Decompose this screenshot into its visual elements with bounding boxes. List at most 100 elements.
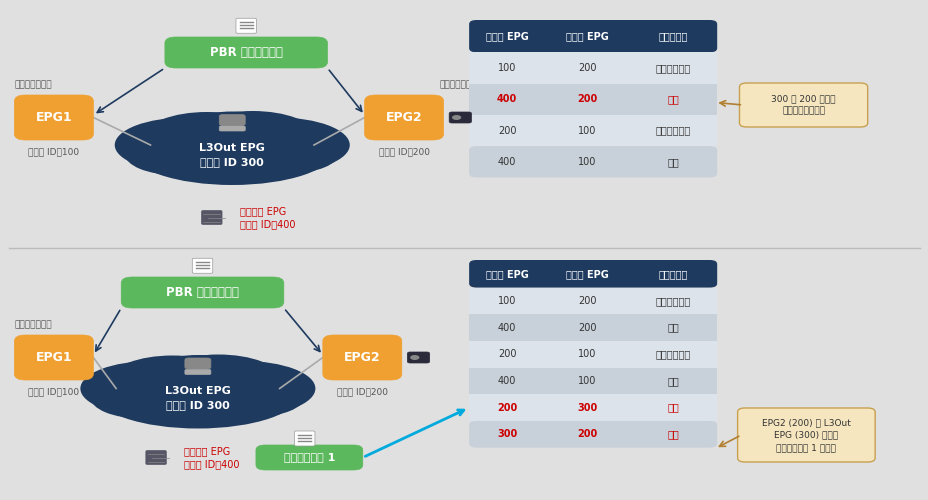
Text: 送信元 EPG: 送信元 EPG (485, 31, 528, 41)
Text: EPG1: EPG1 (35, 111, 72, 124)
Ellipse shape (145, 112, 267, 160)
FancyBboxPatch shape (469, 421, 716, 448)
FancyBboxPatch shape (469, 52, 716, 84)
Text: 300: 300 (496, 430, 517, 440)
Text: 100: 100 (577, 349, 596, 359)
Text: 200: 200 (576, 94, 597, 104)
Text: 接続先 EPG: 接続先 EPG (565, 269, 608, 279)
Text: アクション: アクション (658, 31, 687, 41)
FancyBboxPatch shape (256, 445, 362, 470)
Text: コンシューマー: コンシューマー (15, 320, 52, 329)
Text: PBR コントラクト: PBR コントラクト (166, 286, 238, 299)
FancyBboxPatch shape (121, 277, 284, 308)
Text: 送信元 EPG: 送信元 EPG (485, 269, 528, 279)
Text: 400: 400 (496, 94, 517, 104)
Ellipse shape (80, 361, 223, 416)
FancyBboxPatch shape (294, 431, 315, 446)
FancyBboxPatch shape (15, 335, 93, 380)
FancyBboxPatch shape (236, 18, 256, 33)
FancyBboxPatch shape (469, 20, 716, 52)
FancyBboxPatch shape (469, 394, 716, 421)
FancyBboxPatch shape (192, 258, 213, 273)
Text: EPG2 (200) と L3Out
EPG (300) の間に
コントラクト 1 を追加: EPG2 (200) と L3Out EPG (300) の間に コントラクト … (761, 418, 850, 452)
Text: 100: 100 (577, 376, 596, 386)
FancyBboxPatch shape (201, 210, 222, 224)
FancyBboxPatch shape (364, 95, 444, 140)
Text: コンシューマー: コンシューマー (15, 80, 52, 89)
Text: 300: 300 (576, 402, 597, 412)
Text: 300 と 200 の間の
許可ルールがない: 300 と 200 の間の 許可ルールがない (770, 94, 835, 116)
FancyBboxPatch shape (219, 114, 245, 126)
Ellipse shape (237, 132, 339, 173)
Text: 許可: 許可 (666, 157, 678, 167)
Text: 100: 100 (497, 296, 516, 306)
Text: 400: 400 (497, 157, 516, 167)
Text: クラス ID：200: クラス ID：200 (379, 148, 429, 156)
FancyBboxPatch shape (15, 95, 93, 140)
Text: PBR コントラクト: PBR コントラクト (210, 46, 282, 59)
Text: 200: 200 (577, 296, 596, 306)
Ellipse shape (410, 355, 419, 360)
Ellipse shape (202, 375, 304, 417)
FancyBboxPatch shape (219, 126, 245, 131)
FancyBboxPatch shape (737, 408, 874, 462)
Ellipse shape (141, 355, 254, 400)
Text: サービス EPG
クラス ID：400: サービス EPG クラス ID：400 (239, 206, 295, 229)
Text: 200: 200 (497, 349, 516, 359)
FancyBboxPatch shape (469, 260, 716, 287)
Ellipse shape (124, 133, 226, 175)
Text: 200: 200 (496, 402, 517, 412)
Text: 100: 100 (577, 126, 596, 136)
Text: 100: 100 (497, 63, 516, 73)
Ellipse shape (451, 115, 460, 120)
Ellipse shape (110, 356, 234, 404)
FancyBboxPatch shape (469, 84, 716, 115)
Ellipse shape (157, 354, 279, 403)
FancyBboxPatch shape (185, 370, 211, 374)
Text: アクション: アクション (658, 269, 687, 279)
FancyBboxPatch shape (185, 358, 211, 369)
Text: EPG2: EPG2 (343, 351, 380, 364)
FancyBboxPatch shape (449, 112, 470, 123)
Text: クラス ID：100: クラス ID：100 (28, 148, 80, 156)
Text: リダイレクト: リダイレクト (655, 349, 690, 359)
Text: プロバイダー: プロバイダー (439, 80, 470, 89)
Text: 許可: 許可 (666, 322, 678, 332)
Text: リダイレクト: リダイレクト (655, 126, 690, 136)
Text: 200: 200 (577, 322, 596, 332)
Ellipse shape (173, 361, 316, 416)
FancyBboxPatch shape (469, 341, 716, 367)
Text: L3Out EPG
クラス ID 300: L3Out EPG クラス ID 300 (165, 386, 230, 410)
Text: 400: 400 (497, 376, 516, 386)
Text: 許可: 許可 (666, 376, 678, 386)
Text: 400: 400 (497, 322, 516, 332)
Text: 許可: 許可 (666, 402, 678, 412)
FancyBboxPatch shape (469, 146, 716, 178)
Text: 200: 200 (576, 430, 597, 440)
Text: EPG2: EPG2 (385, 111, 422, 124)
Ellipse shape (130, 115, 334, 185)
Text: EPG1: EPG1 (35, 351, 72, 364)
Text: リダイレクト: リダイレクト (655, 296, 690, 306)
Ellipse shape (191, 111, 314, 159)
Text: L3Out EPG
クラス ID 300: L3Out EPG クラス ID 300 (200, 143, 264, 167)
FancyBboxPatch shape (739, 83, 867, 127)
FancyBboxPatch shape (469, 368, 716, 394)
Ellipse shape (115, 118, 258, 172)
Ellipse shape (176, 112, 288, 156)
Text: 接続先 EPG: 接続先 EPG (565, 31, 608, 41)
Ellipse shape (90, 376, 193, 418)
Text: サービス EPG
クラス ID：400: サービス EPG クラス ID：400 (184, 446, 239, 469)
FancyBboxPatch shape (146, 450, 166, 464)
Text: コントラクト 1: コントラクト 1 (283, 452, 335, 462)
Text: 許可: 許可 (666, 430, 678, 440)
Text: 100: 100 (577, 157, 596, 167)
FancyBboxPatch shape (406, 352, 429, 363)
FancyBboxPatch shape (469, 288, 716, 314)
Text: クラス ID：100: クラス ID：100 (28, 388, 80, 396)
FancyBboxPatch shape (323, 335, 402, 380)
Text: クラス ID：200: クラス ID：200 (337, 388, 387, 396)
Ellipse shape (206, 118, 349, 172)
FancyBboxPatch shape (469, 115, 716, 146)
Text: リダイレクト: リダイレクト (655, 63, 690, 73)
